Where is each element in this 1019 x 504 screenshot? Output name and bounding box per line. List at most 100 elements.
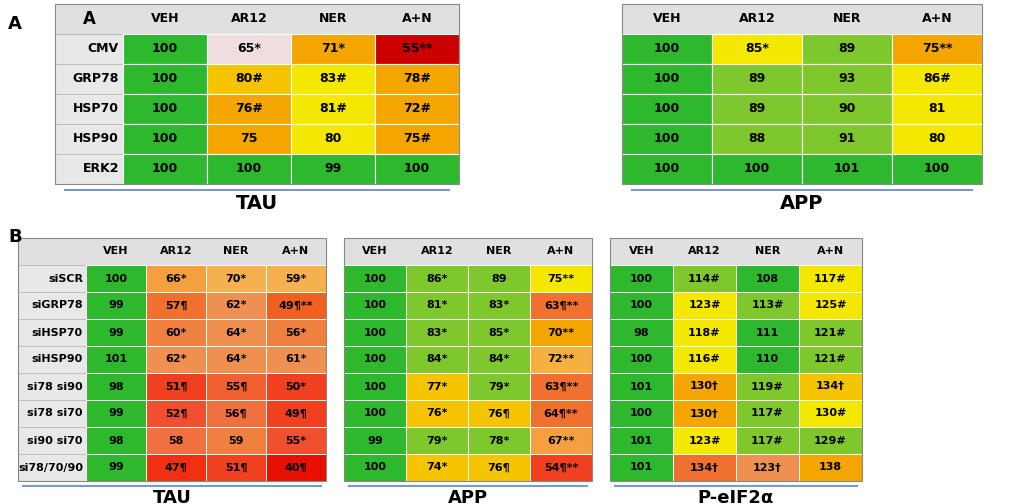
Text: 138: 138: [818, 463, 842, 473]
Text: 98: 98: [108, 435, 123, 446]
Bar: [207, 124, 290, 154]
Bar: [146, 292, 206, 319]
Text: si78/70/90: si78/70/90: [18, 463, 83, 473]
Text: 59*: 59*: [285, 274, 307, 283]
Text: 63¶**: 63¶**: [543, 300, 578, 310]
Text: AR12: AR12: [688, 246, 720, 257]
Text: 100: 100: [363, 382, 386, 392]
Text: CMV: CMV: [88, 42, 119, 55]
Text: 89: 89: [748, 73, 765, 86]
Text: 119#: 119#: [750, 382, 784, 392]
Text: VEH: VEH: [151, 13, 179, 26]
Bar: [406, 454, 468, 481]
Bar: [406, 319, 468, 346]
Text: 100: 100: [152, 73, 178, 86]
Bar: [736, 265, 798, 292]
Bar: [18, 238, 326, 265]
Text: 84*: 84*: [426, 354, 447, 364]
Bar: [406, 265, 468, 292]
Text: 79*: 79*: [426, 435, 447, 446]
Text: 100: 100: [653, 73, 680, 86]
Bar: [609, 238, 861, 265]
Text: si78 si90: si78 si90: [28, 382, 83, 392]
Text: 51¶: 51¶: [165, 382, 187, 392]
Bar: [622, 4, 981, 34]
Text: A+N: A+N: [401, 13, 432, 26]
Text: 100: 100: [630, 274, 652, 283]
Text: 58: 58: [168, 435, 183, 446]
Text: 116#: 116#: [688, 354, 720, 364]
Text: 91: 91: [838, 133, 855, 146]
Text: B: B: [8, 228, 21, 246]
Text: siGRP78: siGRP78: [32, 300, 83, 310]
Text: 75**: 75**: [921, 42, 952, 55]
Text: 65*: 65*: [236, 42, 261, 55]
Text: 121#: 121#: [813, 354, 846, 364]
Text: NER: NER: [223, 246, 249, 257]
Bar: [801, 34, 892, 64]
Bar: [123, 34, 207, 64]
Text: 79*: 79*: [488, 382, 510, 392]
Bar: [673, 373, 736, 400]
Bar: [622, 124, 711, 154]
Text: 54¶**: 54¶**: [543, 463, 578, 473]
Bar: [55, 94, 123, 124]
Bar: [673, 346, 736, 373]
Text: HSP90: HSP90: [73, 133, 119, 146]
Text: 56¶: 56¶: [224, 409, 247, 418]
Text: 77*: 77*: [426, 382, 447, 392]
Text: VEH: VEH: [103, 246, 128, 257]
Bar: [266, 400, 326, 427]
Bar: [892, 124, 981, 154]
Text: 78#: 78#: [403, 73, 430, 86]
Bar: [206, 265, 266, 292]
Text: 100: 100: [363, 274, 386, 283]
Bar: [798, 292, 861, 319]
Bar: [146, 346, 206, 373]
Bar: [18, 292, 86, 319]
Text: 100: 100: [630, 300, 652, 310]
Text: 62*: 62*: [225, 300, 247, 310]
Bar: [736, 427, 798, 454]
Text: 67**: 67**: [547, 435, 574, 446]
Bar: [609, 319, 673, 346]
Bar: [736, 454, 798, 481]
Text: 59: 59: [228, 435, 244, 446]
Text: NER: NER: [754, 246, 780, 257]
Bar: [798, 319, 861, 346]
Text: A+N: A+N: [921, 13, 952, 26]
Bar: [468, 265, 530, 292]
Text: 100: 100: [653, 133, 680, 146]
Text: 76¶: 76¶: [487, 409, 510, 418]
Bar: [406, 373, 468, 400]
Bar: [55, 124, 123, 154]
Text: 100: 100: [152, 42, 178, 55]
Text: 100: 100: [653, 162, 680, 175]
Bar: [266, 373, 326, 400]
Bar: [146, 427, 206, 454]
Text: 99: 99: [367, 435, 382, 446]
Text: 98: 98: [633, 328, 649, 338]
Bar: [86, 265, 146, 292]
Bar: [18, 400, 86, 427]
Bar: [207, 34, 290, 64]
Bar: [18, 454, 86, 481]
Bar: [530, 427, 591, 454]
Bar: [146, 265, 206, 292]
Bar: [736, 400, 798, 427]
Bar: [622, 4, 981, 184]
Bar: [343, 454, 406, 481]
Bar: [146, 373, 206, 400]
Bar: [468, 400, 530, 427]
Text: 90: 90: [838, 102, 855, 115]
Bar: [673, 319, 736, 346]
Bar: [18, 238, 326, 481]
Bar: [798, 400, 861, 427]
Text: 81#: 81#: [319, 102, 346, 115]
Text: 74*: 74*: [426, 463, 447, 473]
Bar: [123, 94, 207, 124]
Text: siHSP70: siHSP70: [32, 328, 83, 338]
Bar: [207, 64, 290, 94]
Bar: [801, 154, 892, 184]
Text: 55¶: 55¶: [224, 382, 247, 392]
